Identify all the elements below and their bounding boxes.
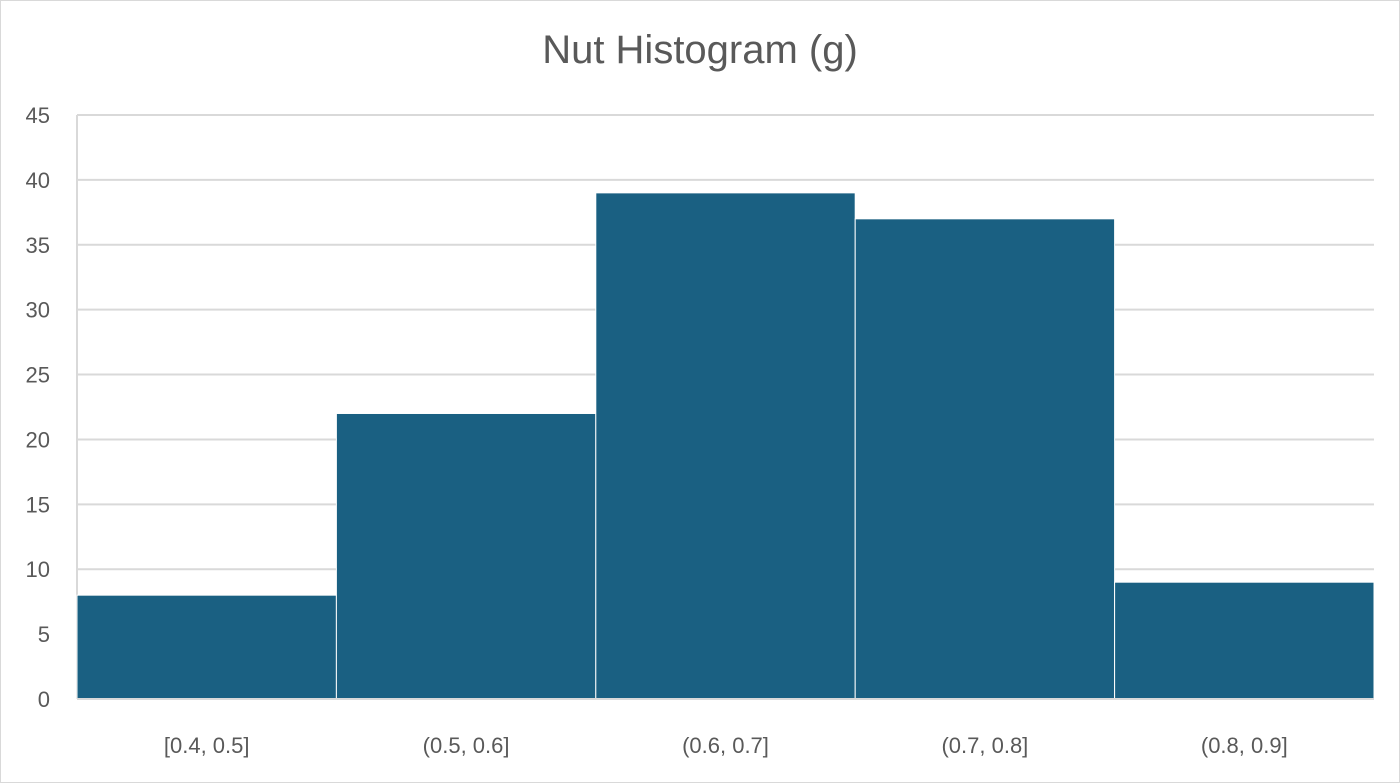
y-tick-label: 30 bbox=[26, 298, 50, 323]
x-tick-label: (0.6, 0.7] bbox=[682, 733, 769, 758]
x-tick-label: (0.7, 0.8] bbox=[941, 733, 1028, 758]
histogram-bar bbox=[335, 412, 597, 700]
x-tick-label: [0.4, 0.5] bbox=[164, 733, 250, 758]
y-tick-label: 5 bbox=[38, 622, 50, 647]
histogram-bar bbox=[1114, 581, 1375, 700]
y-tick-label: 25 bbox=[26, 363, 50, 388]
x-tick-label: (0.5, 0.6] bbox=[423, 733, 510, 758]
histogram-bar bbox=[76, 594, 337, 700]
y-tick-label: 15 bbox=[26, 492, 50, 517]
chart-title: Nut Histogram (g) bbox=[542, 28, 858, 72]
y-tick-label: 0 bbox=[38, 687, 50, 712]
x-tick-label: (0.8, 0.9] bbox=[1201, 733, 1288, 758]
histogram-bar bbox=[854, 218, 1116, 700]
y-tick-label: 10 bbox=[26, 557, 50, 582]
y-tick-label: 45 bbox=[26, 103, 50, 128]
y-tick-label: 35 bbox=[26, 233, 50, 258]
y-tick-label: 40 bbox=[26, 168, 50, 193]
histogram-bar bbox=[595, 192, 856, 700]
y-tick-label: 20 bbox=[26, 427, 50, 452]
